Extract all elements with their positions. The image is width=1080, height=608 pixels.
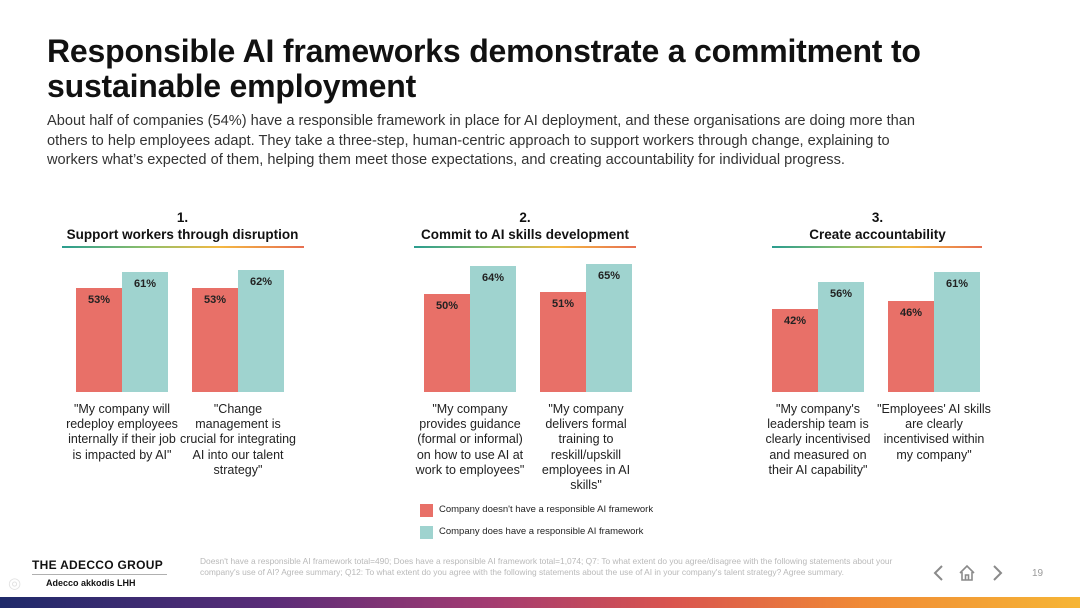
legend-label-no-framework: Company doesn't have a responsible AI fr… — [439, 504, 654, 515]
group-2-title: Commit to AI skills development — [420, 226, 630, 242]
bar-q1-1-framework — [122, 271, 168, 392]
brand-divider — [32, 574, 167, 575]
group-3-rule — [772, 246, 982, 248]
question-1-1-text: "My company will redeploy employees inte… — [66, 402, 178, 462]
bar-q1-2-no-framework — [192, 287, 238, 392]
chevron-right-icon — [993, 565, 1003, 581]
bar-q2-1-no-framework — [424, 293, 470, 392]
bar-label-q2-2-framework: 65% — [597, 269, 621, 282]
prev-slide-button[interactable] — [927, 561, 951, 585]
brand-name: THE ADECCO GROUP — [32, 558, 164, 572]
brand-sub-logos: Adecco akkodis LHH — [46, 578, 136, 588]
question-2-2-text: "My company delivers formal training to … — [541, 402, 631, 493]
bar-q3-2-framework — [934, 271, 980, 392]
group-2-heading: 2. Commit to AI skills development — [400, 210, 650, 243]
home-icon — [959, 564, 975, 581]
bar-q2-2-framework — [586, 263, 632, 392]
legend-item-no-framework: Company doesn't have a responsible AI fr… — [420, 503, 720, 519]
source-note: Doesn't have a responsible AI framework … — [200, 556, 893, 577]
question-2-1-text: "My company provides guidance (formal or… — [415, 402, 525, 477]
question-1-2-text: "Change management is crucial for integr… — [179, 402, 297, 477]
bar-label-q1-2-framework: 62% — [249, 275, 273, 288]
group-1-heading: 1. Support workers through disruption — [55, 210, 310, 243]
group-1-title: Support workers through disruption — [66, 226, 299, 242]
bar-label-q3-2-framework: 61% — [945, 277, 969, 290]
bar-label-q3-1-framework: 56% — [829, 287, 853, 300]
question-3-2-text: "Employees' AI skills are clearly incent… — [877, 402, 991, 462]
chevron-left-icon — [933, 565, 943, 581]
home-button[interactable] — [955, 561, 979, 585]
bar-label-q3-1-no-framework: 42% — [783, 315, 807, 328]
page-title: Responsible AI frameworks demonstrate a … — [47, 33, 921, 104]
page-number: 19 — [1032, 568, 1044, 579]
bar-q3-1-framework — [818, 281, 864, 392]
bar-label-q1-1-framework: 61% — [133, 277, 157, 290]
legend-swatch-no-framework — [420, 504, 433, 517]
watermark-icon: ◎ — [8, 575, 22, 592]
group-3-heading: 3. Create accountability — [760, 210, 995, 243]
bar-q1-1-no-framework — [76, 287, 122, 392]
group-1-number: 1. — [176, 210, 189, 225]
legend-swatch-framework — [420, 526, 433, 539]
bar-q3-2-no-framework — [888, 301, 934, 392]
bar-label-q2-1-no-framework: 50% — [435, 299, 459, 312]
group-3-number: 3. — [871, 210, 884, 225]
next-slide-button[interactable] — [985, 561, 1009, 585]
group-3-title: Create accountability — [809, 226, 946, 242]
group-1-rule — [62, 246, 304, 248]
bar-label-q1-2-no-framework: 53% — [203, 293, 227, 306]
legend-label-framework: Company does have a responsible AI frame… — [439, 526, 644, 537]
bar-q2-2-no-framework — [540, 291, 586, 392]
bar-label-q3-2-no-framework: 46% — [899, 307, 923, 320]
bar-q2-1-framework — [470, 265, 516, 392]
brand-gradient-bar — [0, 597, 1080, 608]
bar-q1-2-framework — [238, 269, 284, 392]
group-2-rule — [414, 246, 636, 248]
bar-label-q2-1-framework: 64% — [481, 271, 505, 284]
question-3-1-text: "My company's leadership team is clearly… — [765, 402, 871, 477]
bar-label-q2-2-no-framework: 51% — [551, 297, 575, 310]
bar-label-q1-1-no-framework: 53% — [87, 293, 111, 306]
legend-item-framework: Company does have a responsible AI frame… — [420, 525, 720, 541]
intro-paragraph: About half of companies (54%) have a res… — [47, 113, 916, 168]
bar-q3-1-no-framework — [772, 309, 818, 392]
group-2-number: 2. — [519, 210, 531, 225]
